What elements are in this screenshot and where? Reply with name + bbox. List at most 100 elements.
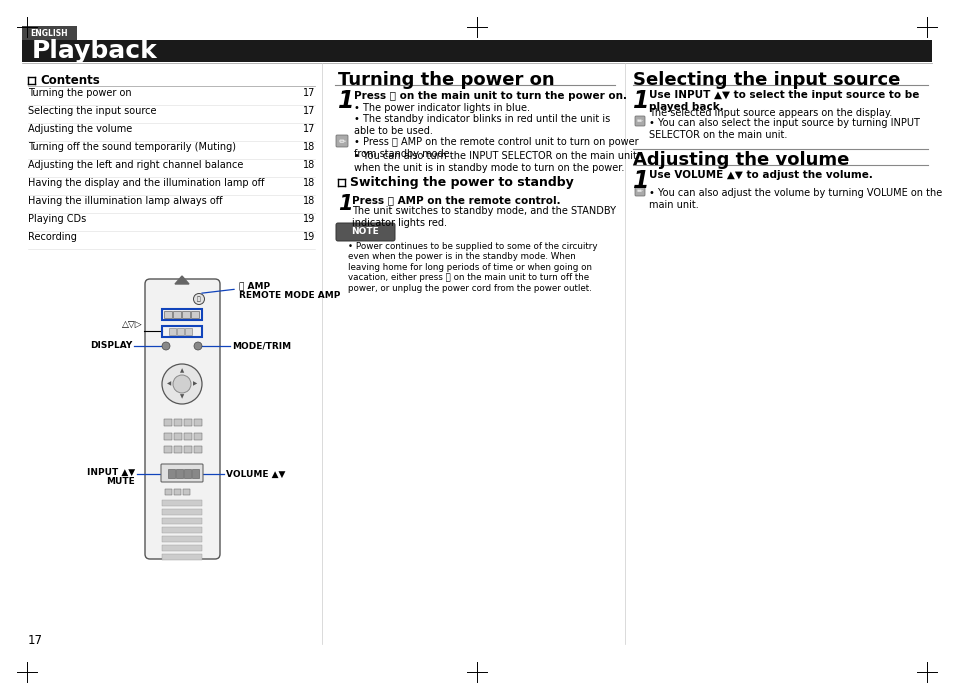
Bar <box>164 419 172 426</box>
Text: Adjusting the volume: Adjusting the volume <box>633 151 848 169</box>
Text: Recording: Recording <box>28 232 77 242</box>
Bar <box>184 433 192 440</box>
Bar <box>193 446 202 453</box>
Text: The unit switches to standby mode, and the STANDBY
indicator lights red.: The unit switches to standby mode, and t… <box>352 206 616 228</box>
Text: Turning the power on: Turning the power on <box>28 88 132 98</box>
Bar <box>164 446 172 453</box>
Text: 17: 17 <box>28 635 43 647</box>
Text: Adjusting the volume: Adjusting the volume <box>28 124 132 134</box>
Bar <box>177 328 184 335</box>
Text: ▲: ▲ <box>180 368 184 373</box>
Text: ◀: ◀ <box>167 382 171 387</box>
Text: MUTE: MUTE <box>106 477 135 487</box>
Text: ▼: ▼ <box>180 394 184 400</box>
Text: ✏: ✏ <box>637 118 642 124</box>
FancyBboxPatch shape <box>145 279 220 559</box>
Bar <box>175 469 183 478</box>
Circle shape <box>162 364 202 404</box>
Text: Selecting the input source: Selecting the input source <box>633 71 900 89</box>
Text: REMOTE MODE AMP: REMOTE MODE AMP <box>239 291 340 301</box>
Bar <box>162 309 202 320</box>
Text: 1: 1 <box>633 169 649 193</box>
Text: Contents: Contents <box>40 74 100 87</box>
Text: Turning off the sound temporarily (Muting): Turning off the sound temporarily (Mutin… <box>28 142 235 152</box>
FancyBboxPatch shape <box>635 116 644 126</box>
Bar <box>165 489 172 495</box>
Bar <box>162 518 202 524</box>
Bar <box>168 469 174 478</box>
Bar <box>22 40 931 62</box>
Text: MODE/TRIM: MODE/TRIM <box>232 342 291 350</box>
Text: • The standby indicator blinks in red until the unit is
able to be used.: • The standby indicator blinks in red un… <box>354 114 610 136</box>
Bar <box>184 446 192 453</box>
Text: ▶: ▶ <box>193 382 197 387</box>
Circle shape <box>193 294 204 305</box>
Text: 1: 1 <box>633 89 649 113</box>
Bar <box>185 328 192 335</box>
Text: 18: 18 <box>302 160 314 170</box>
Text: Having the display and the illumination lamp off: Having the display and the illumination … <box>28 178 264 188</box>
Bar <box>162 527 202 533</box>
Bar <box>173 419 182 426</box>
Bar <box>182 311 190 318</box>
Text: Press ⏻ on the main unit to turn the power on.: Press ⏻ on the main unit to turn the pow… <box>354 91 626 101</box>
Polygon shape <box>174 276 189 284</box>
Text: Switching the power to standby: Switching the power to standby <box>350 176 573 189</box>
FancyBboxPatch shape <box>635 186 644 196</box>
Text: • Power continues to be supplied to some of the circuitry
even when the power is: • Power continues to be supplied to some… <box>348 242 597 293</box>
Text: Playing CDs: Playing CDs <box>28 214 86 224</box>
Text: Adjusting the left and right channel balance: Adjusting the left and right channel bal… <box>28 160 243 170</box>
Bar <box>164 433 172 440</box>
Bar <box>184 419 192 426</box>
Bar <box>173 433 182 440</box>
Circle shape <box>162 342 170 350</box>
Text: 1: 1 <box>337 89 355 113</box>
Text: • The power indicator lights in blue.: • The power indicator lights in blue. <box>354 103 530 113</box>
Bar <box>162 545 202 551</box>
Text: ENGLISH: ENGLISH <box>30 29 68 38</box>
Text: INPUT ▲▼: INPUT ▲▼ <box>87 468 135 477</box>
Bar <box>164 311 172 318</box>
Bar <box>169 328 175 335</box>
Text: • You can also turn the INPUT SELECTOR on the main unit
when the unit is in stan: • You can also turn the INPUT SELECTOR o… <box>354 151 637 173</box>
Text: NOTE: NOTE <box>351 227 378 236</box>
Bar <box>162 536 202 542</box>
Circle shape <box>193 342 202 350</box>
Text: ⏻: ⏻ <box>197 296 201 302</box>
Text: Having the illumination lamp always off: Having the illumination lamp always off <box>28 196 222 206</box>
Text: Press ⏻ AMP on the remote control.: Press ⏻ AMP on the remote control. <box>352 195 560 205</box>
Bar <box>193 419 202 426</box>
Bar <box>173 489 181 495</box>
Text: △▽▷: △▽▷ <box>122 320 143 329</box>
Text: DISPLAY: DISPLAY <box>90 342 132 350</box>
Circle shape <box>172 375 191 393</box>
Bar <box>193 433 202 440</box>
Text: The selected input source appears on the display.: The selected input source appears on the… <box>648 108 891 118</box>
Text: Use INPUT ▲▼ to select the input source to be
played back.: Use INPUT ▲▼ to select the input source … <box>648 90 919 112</box>
Bar <box>162 326 202 337</box>
Text: 18: 18 <box>302 196 314 206</box>
Text: 18: 18 <box>302 142 314 152</box>
Bar <box>192 469 199 478</box>
FancyBboxPatch shape <box>161 464 203 482</box>
Text: ✏: ✏ <box>637 188 642 194</box>
Bar <box>162 500 202 506</box>
Bar <box>183 489 190 495</box>
Text: 1: 1 <box>337 194 352 214</box>
Bar <box>172 311 181 318</box>
Text: VOLUME ▲▼: VOLUME ▲▼ <box>226 470 285 479</box>
Bar <box>191 311 199 318</box>
Bar <box>162 509 202 515</box>
Text: 17: 17 <box>302 106 314 116</box>
Bar <box>184 469 191 478</box>
Text: Selecting the input source: Selecting the input source <box>28 106 156 116</box>
Text: • You can also select the input source by turning INPUT
SELECTOR on the main uni: • You can also select the input source b… <box>648 118 919 140</box>
Text: ⏻ AMP: ⏻ AMP <box>239 282 270 291</box>
Bar <box>173 446 182 453</box>
Text: 17: 17 <box>302 124 314 134</box>
FancyBboxPatch shape <box>335 223 395 241</box>
Bar <box>22 26 77 40</box>
Text: 18: 18 <box>302 178 314 188</box>
Text: ✏: ✏ <box>338 136 345 145</box>
Text: Playback: Playback <box>32 39 157 63</box>
